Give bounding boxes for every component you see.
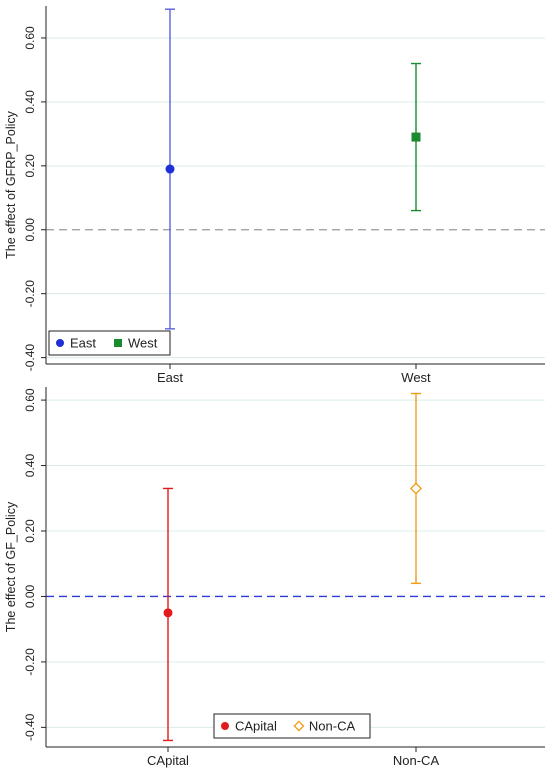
x-tick-label: CApital xyxy=(147,753,189,768)
legend-box xyxy=(48,330,171,356)
legend-label: Non-CA xyxy=(309,719,356,734)
x-tick-label: East xyxy=(157,370,183,385)
point-estimate-non-ca xyxy=(409,482,423,495)
y-tick-label: -0.40 xyxy=(23,344,37,372)
legend-marker xyxy=(114,339,123,347)
y-tick-label: 0.60 xyxy=(23,388,37,412)
legend-label: East xyxy=(70,336,96,351)
y-tick-label: 0.00 xyxy=(23,584,37,608)
point-estimate-west xyxy=(411,132,421,142)
y-axis-label: The effect of GFRP_Policy xyxy=(4,110,18,258)
y-tick-label: 0.40 xyxy=(23,454,37,478)
x-tick-label: West xyxy=(401,370,431,385)
y-tick-label: 0.20 xyxy=(23,154,37,178)
y-tick-label: 0.40 xyxy=(23,90,37,114)
legend-box xyxy=(213,713,371,739)
y-axis-label: The effect of GF_Policy xyxy=(4,501,18,632)
legend-marker xyxy=(56,339,64,347)
y-tick-label: -0.20 xyxy=(23,280,37,308)
point-estimate-capital xyxy=(163,608,173,618)
legend: East West xyxy=(48,330,171,356)
chart-panel-2: 0.60 0.40 0.20 0.00 -0.20 -0.40 The effect of … xyxy=(4,387,545,768)
y-tick-label: -0.40 xyxy=(23,713,37,741)
legend-marker xyxy=(221,722,229,730)
point-estimate-east xyxy=(165,164,175,174)
y-tick-label: 0.60 xyxy=(23,26,37,50)
legend-marker xyxy=(293,720,305,732)
chart-panel-1: 0.60 0.40 0.20 0.00 -0.20 -0.40 The effect of … xyxy=(4,6,545,385)
legend: CApital Non-CA xyxy=(213,713,371,739)
y-tick-label: -0.20 xyxy=(23,648,37,676)
y-tick-label: 0.20 xyxy=(23,519,37,543)
y-tick-label: 0.00 xyxy=(23,218,37,242)
legend-label: CApital xyxy=(235,719,277,734)
legend-label: West xyxy=(128,336,158,351)
x-tick-label: Non-CA xyxy=(393,753,440,768)
